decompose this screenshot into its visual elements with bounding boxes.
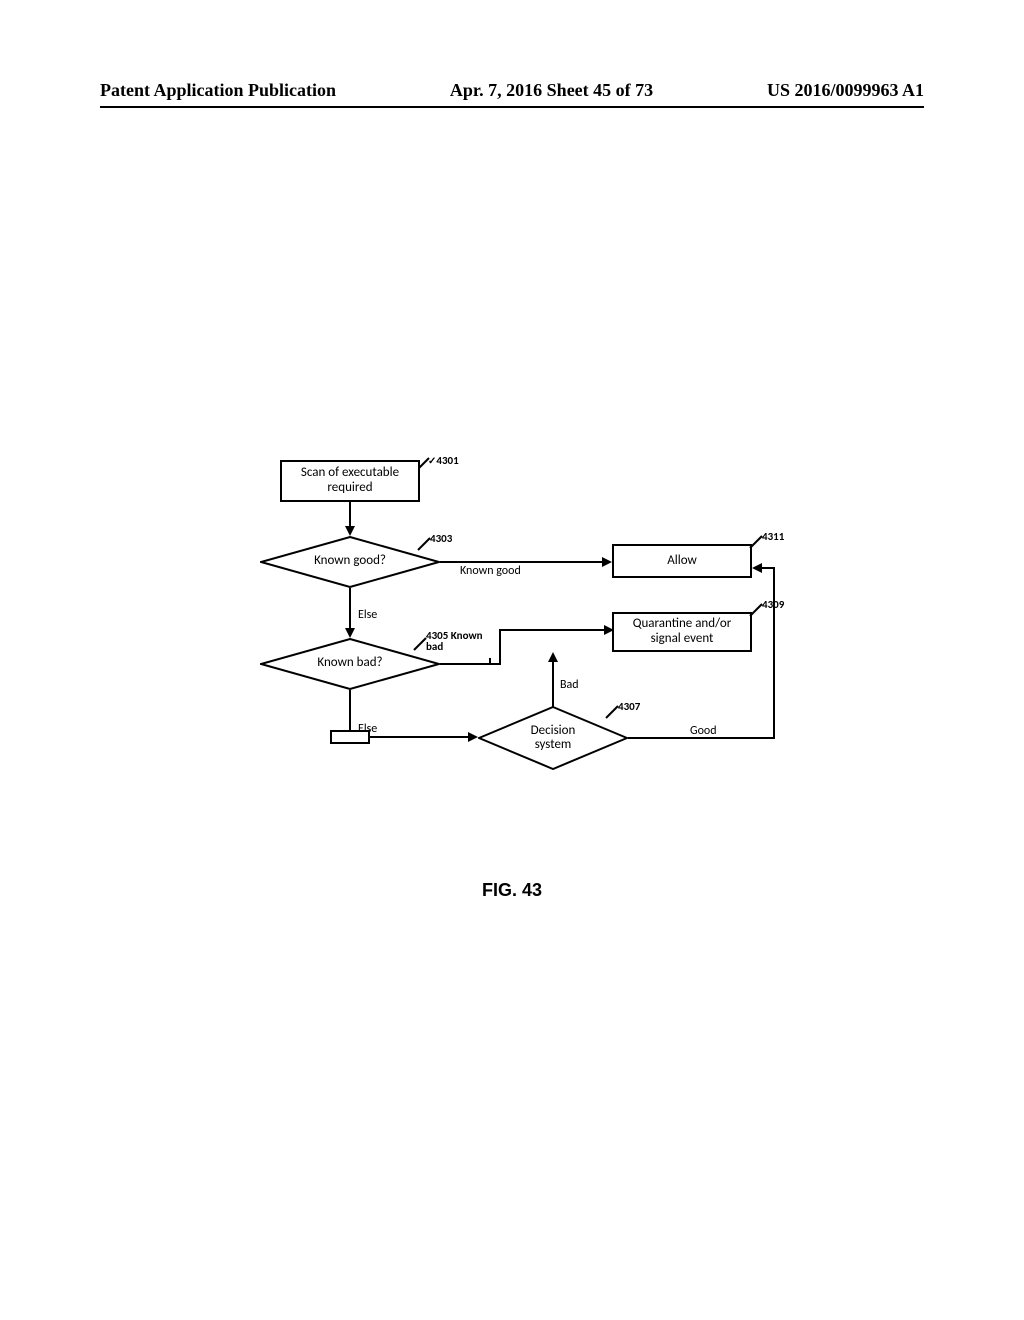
ref-tick-4301 (417, 456, 431, 470)
node-label: Scan of executablerequired (301, 466, 399, 496)
node-else-connector (330, 730, 370, 744)
page-header: Patent Application Publication Apr. 7, 2… (0, 80, 1024, 101)
ref-4311: 4311 (762, 530, 784, 543)
ref-4303: 4303 (430, 532, 452, 545)
arrow-decision-good (628, 556, 788, 744)
header-left: Patent Application Publication (100, 80, 336, 101)
node-known-good: Known good? (260, 536, 440, 588)
arrow-4301-4303 (344, 502, 356, 536)
edge-label-known-good: Known good (460, 564, 521, 578)
arrow-4305-quarantine-real (440, 620, 616, 670)
flowchart: Scan of executablerequired ✓4301 Known g… (260, 460, 780, 840)
edge-label-bad: Bad (560, 678, 579, 692)
ref-4301: ✓4301 (428, 454, 459, 467)
edge-label-else-1: Else (358, 608, 377, 622)
ref-tick-4303 (416, 536, 432, 552)
header-rule (100, 106, 924, 108)
header-mid: Apr. 7, 2016 Sheet 45 of 73 (450, 80, 653, 101)
arrow-4305-else (344, 690, 356, 730)
arrow-4303-4305 (344, 588, 356, 638)
arrow-decision-bad (547, 652, 559, 708)
ref-tick-4307 (604, 704, 620, 720)
edge-label-good: Good (690, 724, 717, 738)
node-scan-required: Scan of executablerequired (280, 460, 420, 502)
ref-tick-4311 (748, 534, 764, 550)
arrow-else-decision (370, 731, 478, 745)
header-right: US 2016/0099963 A1 (767, 80, 924, 101)
figure-caption: FIG. 43 (0, 880, 1024, 901)
ref-tick-4305 (412, 636, 428, 652)
